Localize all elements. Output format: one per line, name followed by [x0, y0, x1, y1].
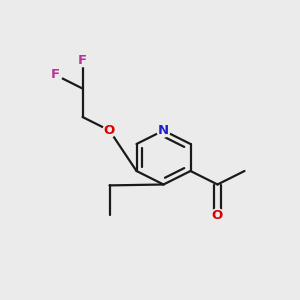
Circle shape	[49, 68, 62, 82]
Circle shape	[157, 124, 170, 137]
Text: F: F	[78, 53, 87, 67]
Text: N: N	[158, 124, 169, 137]
Text: F: F	[51, 68, 60, 82]
Text: O: O	[104, 124, 115, 137]
Circle shape	[76, 53, 89, 67]
Text: O: O	[212, 209, 223, 222]
Circle shape	[103, 124, 116, 137]
Circle shape	[211, 209, 224, 222]
